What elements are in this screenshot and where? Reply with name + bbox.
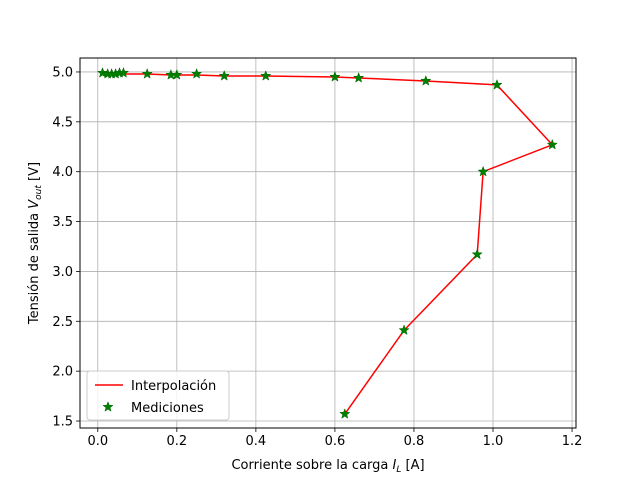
data-point-medicion [190,68,203,79]
legend-label-mediciones: Mediciones [131,401,204,416]
data-point-medicion [353,72,365,83]
x-tick-label: 0.4 [246,434,267,449]
y-axis-label: Tensión de salida Vout [V] [27,162,44,325]
y-tick-label: 2.5 [52,315,73,330]
y-tick-label: 3.0 [52,265,73,280]
data-point-medicion [339,408,351,419]
y-tick-label: 4.5 [52,115,73,130]
x-tick-label: 0.8 [404,434,425,449]
y-tick-label: 4.0 [52,165,73,180]
y-tick-label: 3.5 [52,215,73,230]
axis-ticks: 0.0 0.2 0.4 0.6 0.8 1.0 1.2 1.5 2.0 2.5 3.0 3.5 4.0 4… [52,65,582,449]
data-point-medicion [546,138,558,150]
x-tick-label: 0.2 [166,434,187,449]
y-tick-label: 2.0 [52,365,73,380]
data-point-medicion [420,75,432,86]
data-point-medicion [117,67,130,78]
data-point-medicion [477,165,489,177]
data-point-medicion [491,79,503,90]
legend: Interpolación Mediciones [86,370,230,421]
legend-star-swatch [102,401,114,412]
data-point-medicion [398,324,410,336]
y-tick-label: 5.0 [52,65,73,80]
x-tick-label: 0.6 [325,434,346,449]
x-tick-label: 1.0 [483,434,504,449]
legend-box [86,370,230,421]
x-tick-label: 1.2 [562,434,583,449]
x-axis-label: Corriente sobre la carga IL [A] [231,458,424,475]
legend-label-interpolacion: Interpolación [131,379,216,394]
data-point-medicion [141,68,153,79]
data-point-medicion [471,248,483,260]
data-point-medicion [260,70,272,81]
y-tick-label: 1.5 [52,415,73,430]
plot-area [96,67,558,419]
data-point-medicion [218,70,230,81]
axes-frame [79,57,577,429]
x-tick-label: 0.0 [87,434,108,449]
data-point-medicion [171,69,183,80]
data-point-medicion [329,71,341,82]
